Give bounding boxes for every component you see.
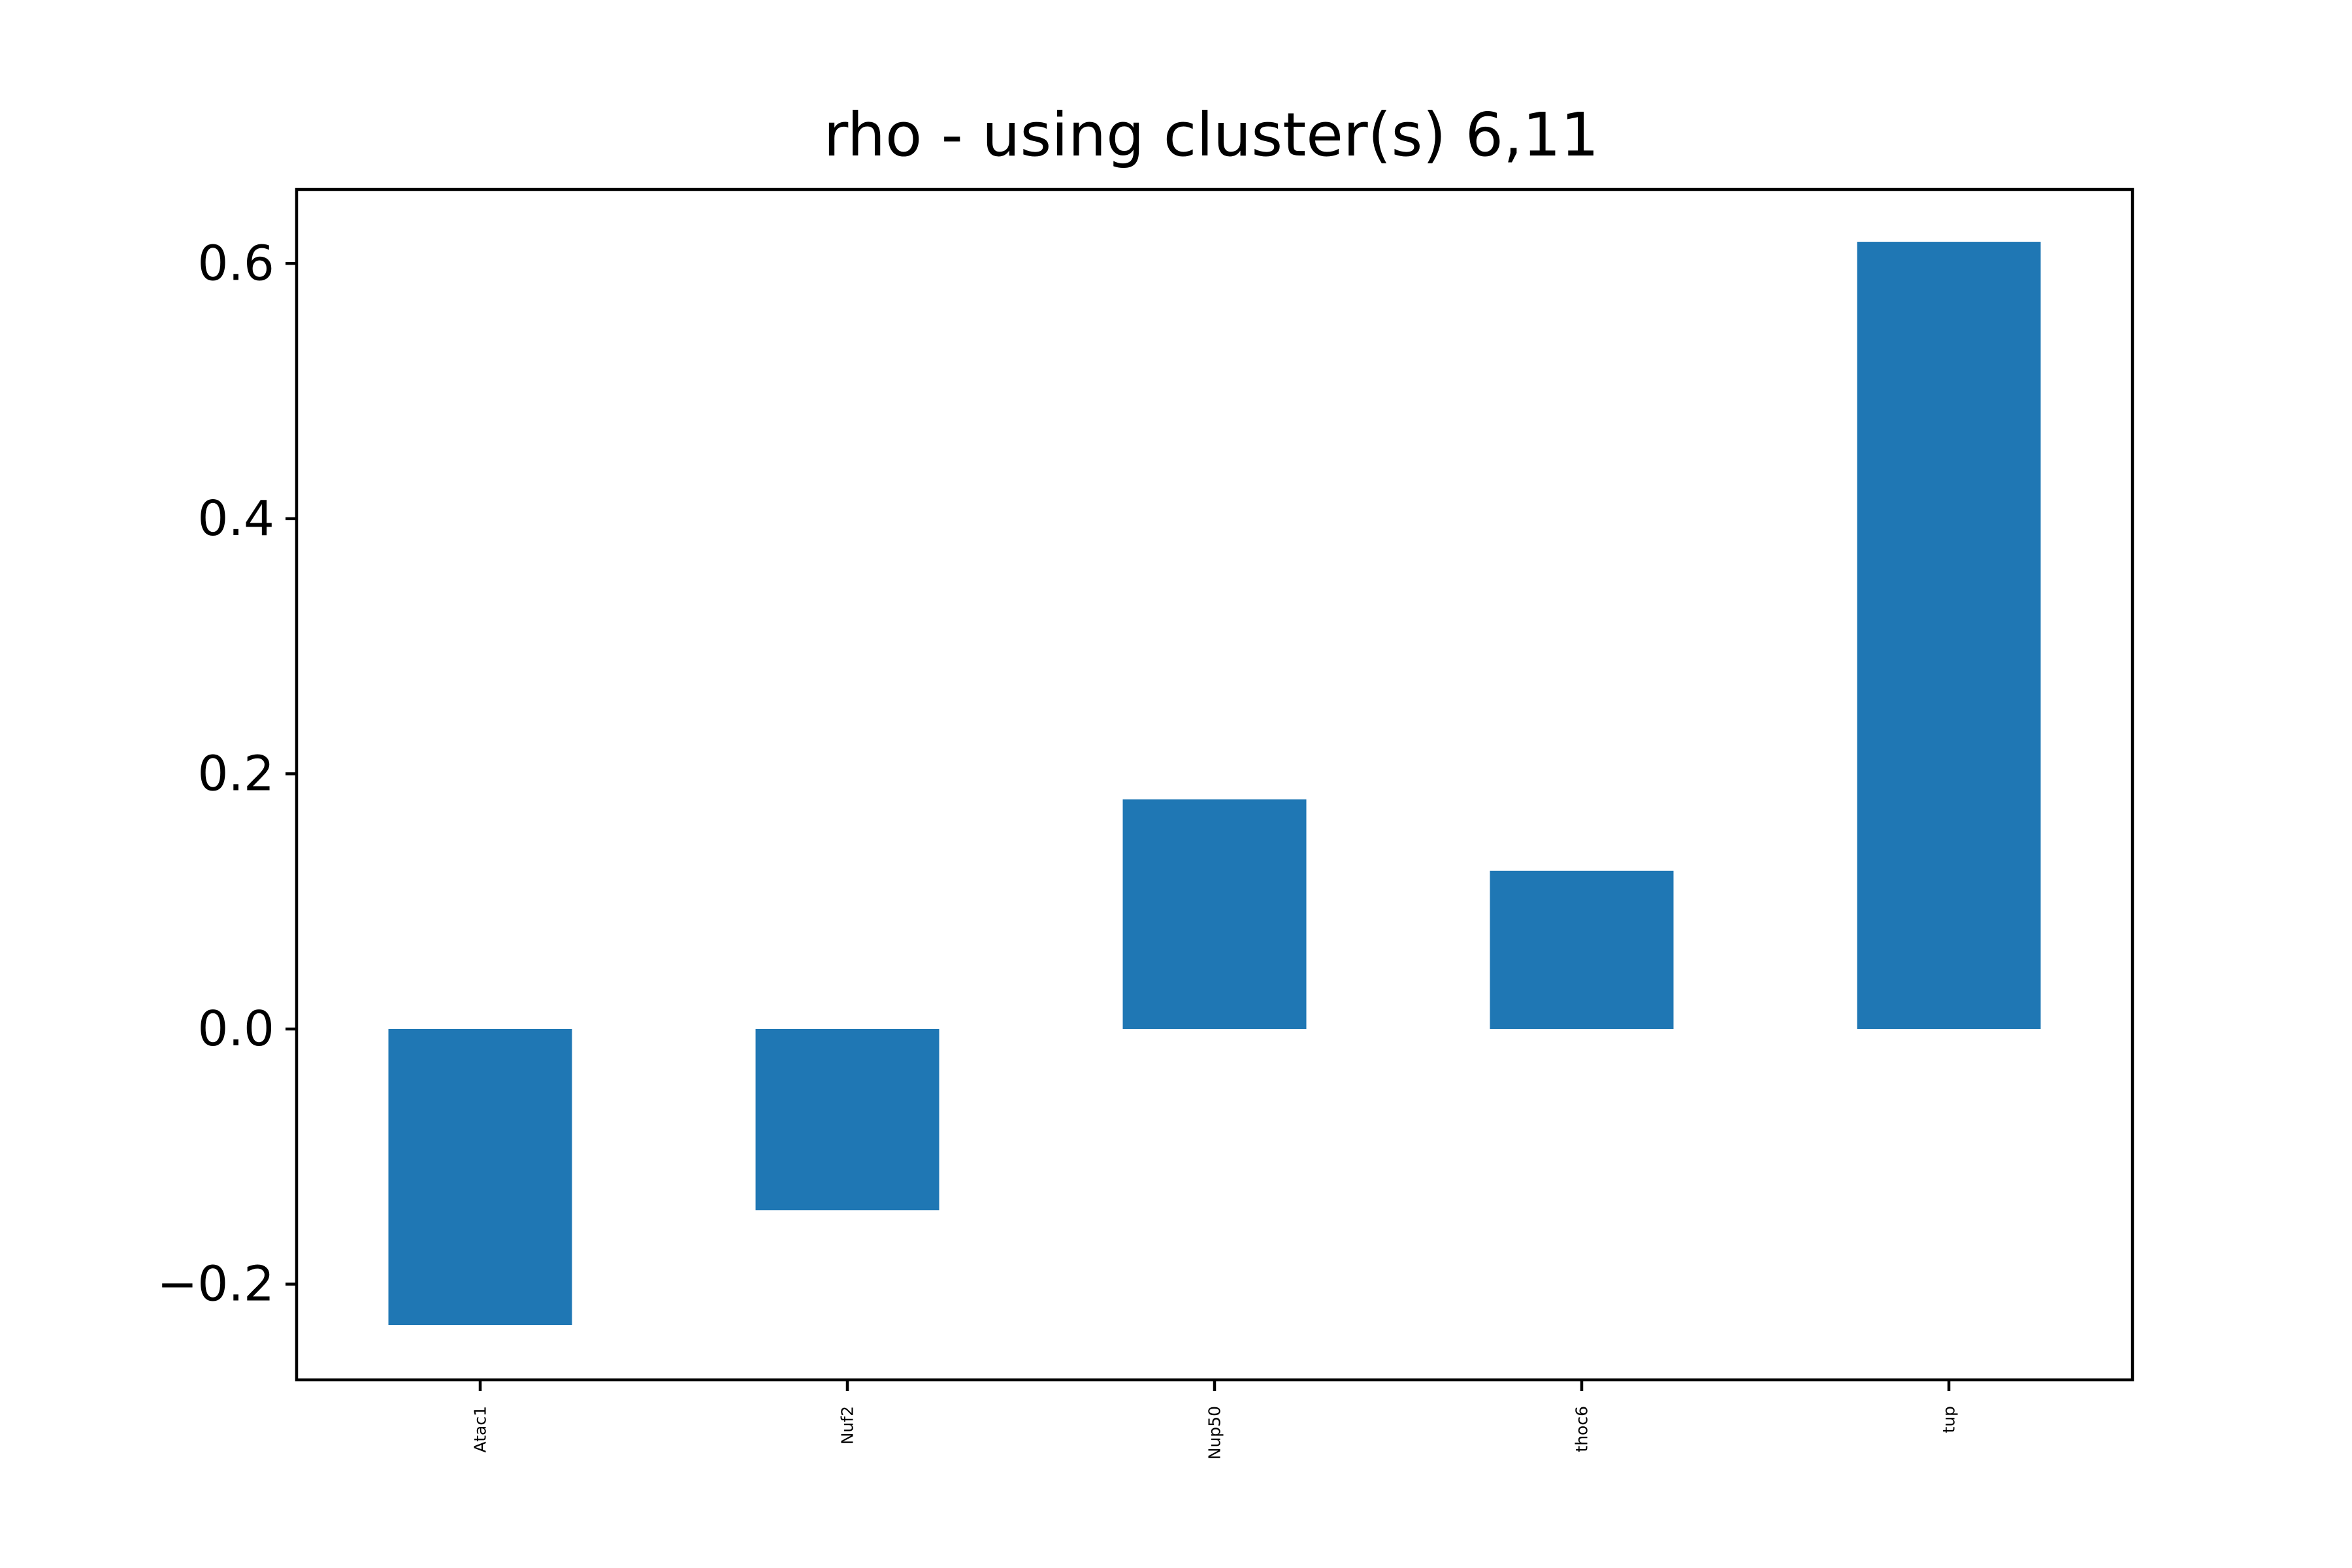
y-tick-label: 0.4 <box>197 491 274 547</box>
x-axis: Atac1 Nuf2 Nup50 thoc6 tup <box>471 1380 1959 1460</box>
x-tick-label-thoc6: thoc6 <box>1573 1406 1592 1452</box>
bar-nuf2 <box>755 1028 939 1211</box>
y-tick-label: −0.2 <box>157 1256 274 1313</box>
bar-thoc6 <box>1490 870 1674 1029</box>
x-tick-label-atac1: Atac1 <box>471 1406 490 1452</box>
chart-title: rho - using cluster(s) 6,11 <box>824 100 1599 170</box>
plot-area-frame <box>295 188 2134 1382</box>
y-tick-label: 0.6 <box>197 235 274 291</box>
x-tick-label-nuf2: Nuf2 <box>838 1406 857 1445</box>
bar-tup <box>1857 242 2041 1029</box>
bar-nup50 <box>1122 799 1307 1029</box>
x-tick-label-tup: tup <box>1940 1406 1959 1433</box>
bar-atac1 <box>388 1028 572 1326</box>
y-axis: −0.2 0.0 0.2 0.4 0.6 <box>157 235 297 1313</box>
y-tick-label: 0.0 <box>197 1001 274 1057</box>
bars-group <box>388 242 2041 1326</box>
y-tick-label: 0.2 <box>197 745 274 802</box>
x-tick-label-nup50: Nup50 <box>1205 1406 1224 1460</box>
